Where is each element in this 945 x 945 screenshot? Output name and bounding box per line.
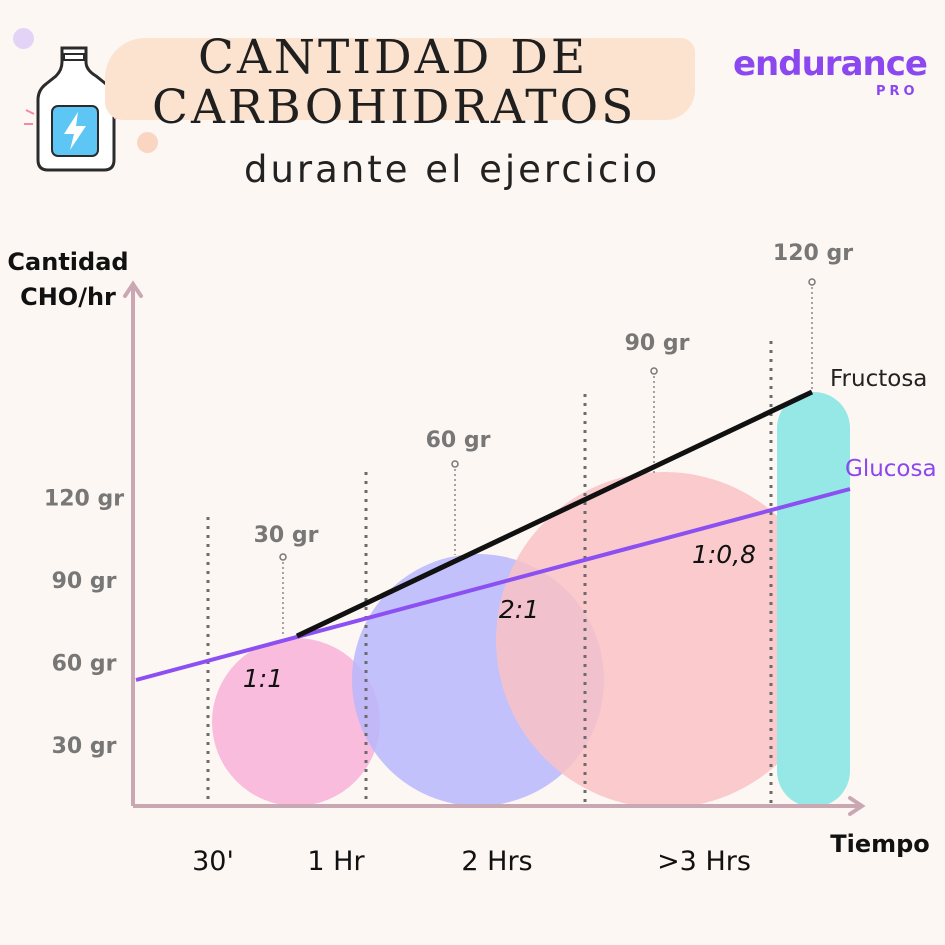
callout-dot-2 [451, 460, 459, 468]
logo-sub: PRO [876, 84, 919, 99]
decor-dot-purple [13, 28, 34, 49]
stage-amount-label-1: 30 gr [254, 523, 319, 548]
title-highlight [105, 38, 695, 120]
callout-dot-1 [279, 553, 287, 561]
y-tick-label-60: 60 gr [52, 652, 117, 677]
x-axis-arrow [848, 796, 866, 816]
fructose-line [295, 389, 814, 639]
y-axis-title-line2: CHO/hr [20, 283, 116, 311]
page-title-line1: CANTIDAD DE [198, 30, 589, 85]
y-tick-label-30: 30 gr [52, 734, 117, 759]
page-subtitle: durante el ejercicio [244, 148, 661, 191]
callout-dot-4 [808, 278, 816, 286]
glucose-line [135, 487, 851, 682]
decor-dot-peach [137, 132, 158, 153]
y-tick-label-120: 120 gr [44, 487, 124, 512]
energy-gel-icon [24, 46, 122, 172]
logo-wordmark: endurance [733, 44, 928, 84]
stage-amount-label-2: 60 gr [426, 428, 491, 453]
stage-amount-label-3: 90 gr [625, 331, 690, 356]
x-tick-label-2: 1 Hr [307, 846, 365, 877]
stage-bar-120 [777, 392, 850, 807]
ratio-label-2: 2:1 [499, 595, 539, 624]
series-label-fructosa: Fructosa [830, 366, 927, 392]
y-axis-arrow [123, 280, 143, 298]
series-label-glucosa: Glucosa [845, 456, 937, 482]
x-tick-label-1: 30' [192, 846, 234, 877]
ratio-label-1: 1:1 [243, 664, 283, 693]
ratio-label-3: 1:0,8 [692, 540, 756, 569]
x-axis-title: Tiempo [830, 830, 930, 858]
x-tick-label-3: 2 Hrs [461, 846, 532, 877]
page-title-line2: CARBOHIDRATOS [152, 80, 637, 135]
stage-bubble-3 [496, 472, 832, 808]
stage-amount-label-4: 120 gr [773, 241, 853, 266]
stage-bubble-1 [212, 638, 380, 806]
x-tick-label-4: >3 Hrs [657, 846, 751, 877]
callout-dot-3 [650, 367, 658, 375]
y-axis-title-line1: Cantidad [7, 248, 128, 276]
y-tick-label-90: 90 gr [52, 569, 117, 594]
